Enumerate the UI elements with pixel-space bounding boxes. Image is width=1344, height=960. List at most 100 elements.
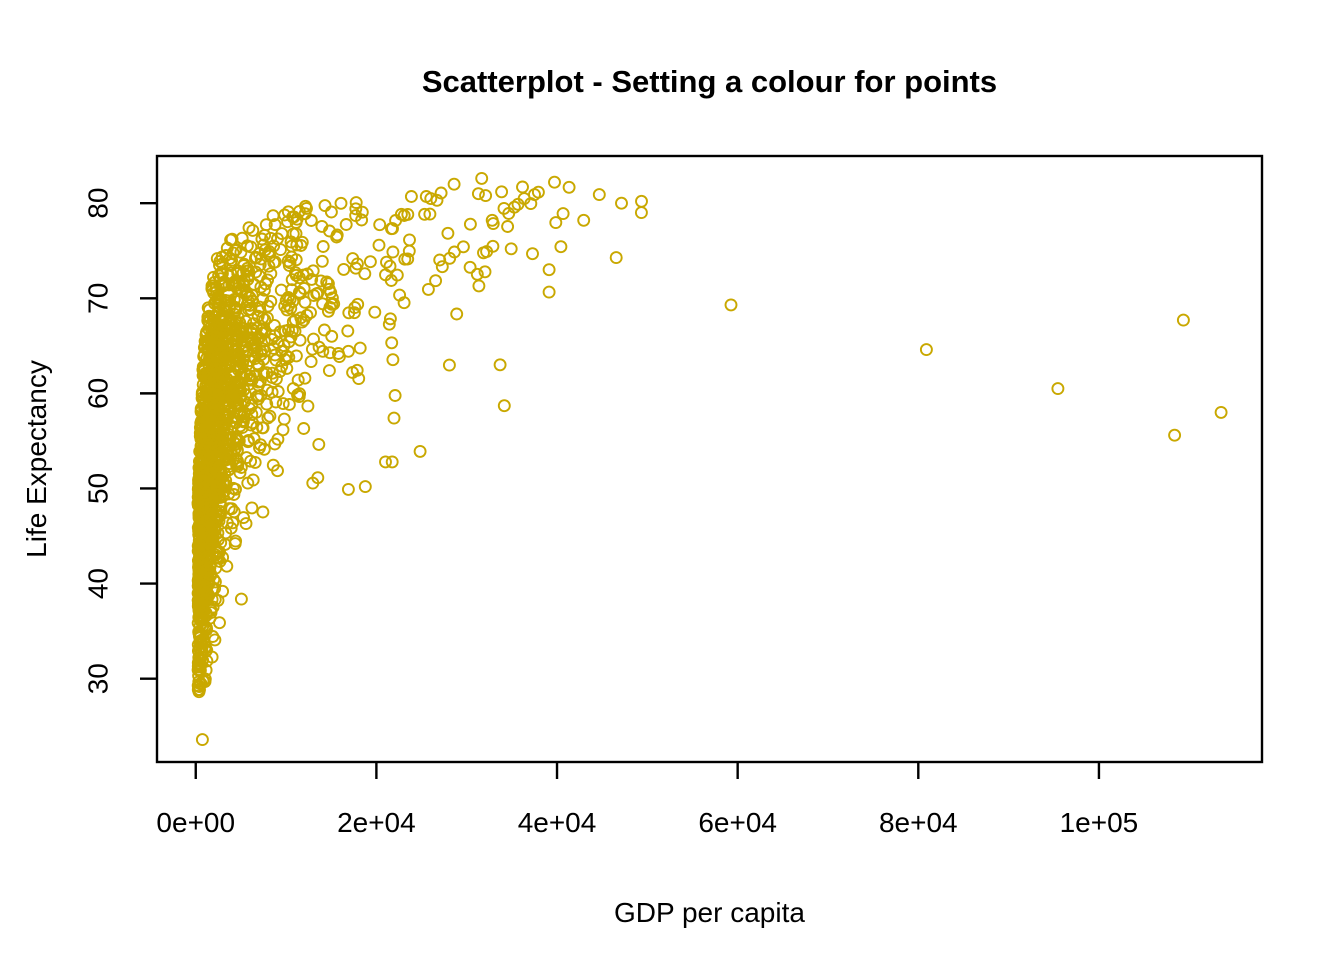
data-point	[486, 217, 500, 231]
data-point	[204, 603, 218, 617]
data-point	[224, 266, 238, 280]
data-point	[347, 306, 361, 320]
data-point	[403, 233, 416, 247]
data-point	[220, 372, 234, 386]
data-point	[234, 592, 248, 606]
data-point	[349, 202, 363, 216]
data-point	[1214, 405, 1228, 419]
data-point	[435, 260, 449, 274]
data-point	[393, 288, 407, 302]
data-point	[242, 221, 256, 235]
data-point	[213, 616, 226, 630]
data-point	[289, 266, 302, 280]
data-point	[531, 185, 545, 199]
data-point	[229, 388, 243, 402]
data-point	[219, 312, 233, 325]
data-point	[334, 196, 348, 210]
data-point	[337, 262, 351, 276]
data-point	[291, 373, 305, 387]
data-point	[204, 567, 218, 581]
data-point	[358, 480, 372, 494]
data-point	[274, 283, 288, 297]
data-point	[229, 534, 243, 548]
data-point	[263, 409, 277, 423]
data-point	[237, 257, 251, 271]
data-point	[339, 218, 353, 231]
data-point	[471, 187, 485, 201]
data-point	[281, 205, 295, 219]
data-point	[206, 283, 220, 297]
data-point	[236, 353, 250, 367]
data-point	[213, 410, 227, 424]
data-point	[386, 222, 399, 236]
data-point	[290, 238, 304, 252]
data-point	[372, 238, 386, 252]
data-point	[363, 255, 377, 269]
data-point	[478, 265, 492, 279]
data-point	[442, 358, 456, 372]
data-point	[352, 372, 366, 386]
data-point	[316, 344, 330, 358]
data-point	[231, 457, 245, 471]
data-point	[201, 314, 215, 328]
data-point	[349, 196, 363, 210]
data-point	[387, 411, 401, 425]
data-point	[219, 474, 233, 488]
y-tick-label: 80	[83, 188, 114, 219]
data-point	[634, 206, 648, 220]
data-point	[267, 342, 281, 355]
data-point	[383, 312, 397, 326]
data-point	[208, 296, 221, 310]
data-point	[249, 405, 263, 419]
data-point	[202, 477, 216, 491]
data-point	[321, 277, 335, 291]
data-point	[256, 292, 270, 306]
data-point	[562, 180, 576, 194]
data-point	[311, 286, 325, 300]
data-point	[220, 241, 234, 255]
data-point	[191, 683, 205, 697]
data-point	[316, 240, 330, 253]
x-tick-label: 6e+04	[698, 807, 777, 838]
data-point	[234, 245, 248, 259]
data-point	[236, 415, 250, 429]
data-point	[430, 193, 444, 207]
data-point	[264, 231, 278, 245]
data-point	[200, 479, 214, 493]
data-point	[350, 363, 364, 377]
data-point	[215, 277, 229, 291]
data-point	[213, 297, 227, 311]
data-point	[463, 217, 477, 231]
data-point	[542, 285, 556, 299]
data-point	[341, 324, 355, 338]
x-tick-label: 8e+04	[879, 807, 958, 838]
data-point	[198, 496, 212, 510]
data-point	[202, 420, 215, 434]
data-point	[373, 218, 387, 232]
data-point	[317, 323, 331, 337]
data-point	[218, 328, 232, 342]
data-point	[349, 209, 363, 223]
data-point	[240, 239, 254, 253]
data-point	[191, 679, 205, 693]
data-point	[554, 240, 568, 254]
data-point	[418, 207, 432, 221]
data-point	[507, 200, 521, 214]
data-point	[386, 245, 400, 259]
data-point	[251, 389, 265, 403]
data-point	[556, 207, 570, 221]
data-point	[315, 254, 329, 268]
data-point	[456, 240, 470, 254]
data-point	[220, 437, 234, 451]
data-point	[254, 345, 268, 358]
data-point	[237, 511, 250, 525]
data-point	[208, 593, 222, 606]
data-point	[516, 180, 529, 194]
data-point	[265, 332, 279, 346]
y-tick-label: 70	[83, 283, 114, 314]
data-point	[249, 265, 263, 279]
data-point	[244, 303, 258, 316]
data-point	[244, 321, 258, 335]
data-point	[195, 733, 209, 747]
data-point	[224, 444, 238, 458]
